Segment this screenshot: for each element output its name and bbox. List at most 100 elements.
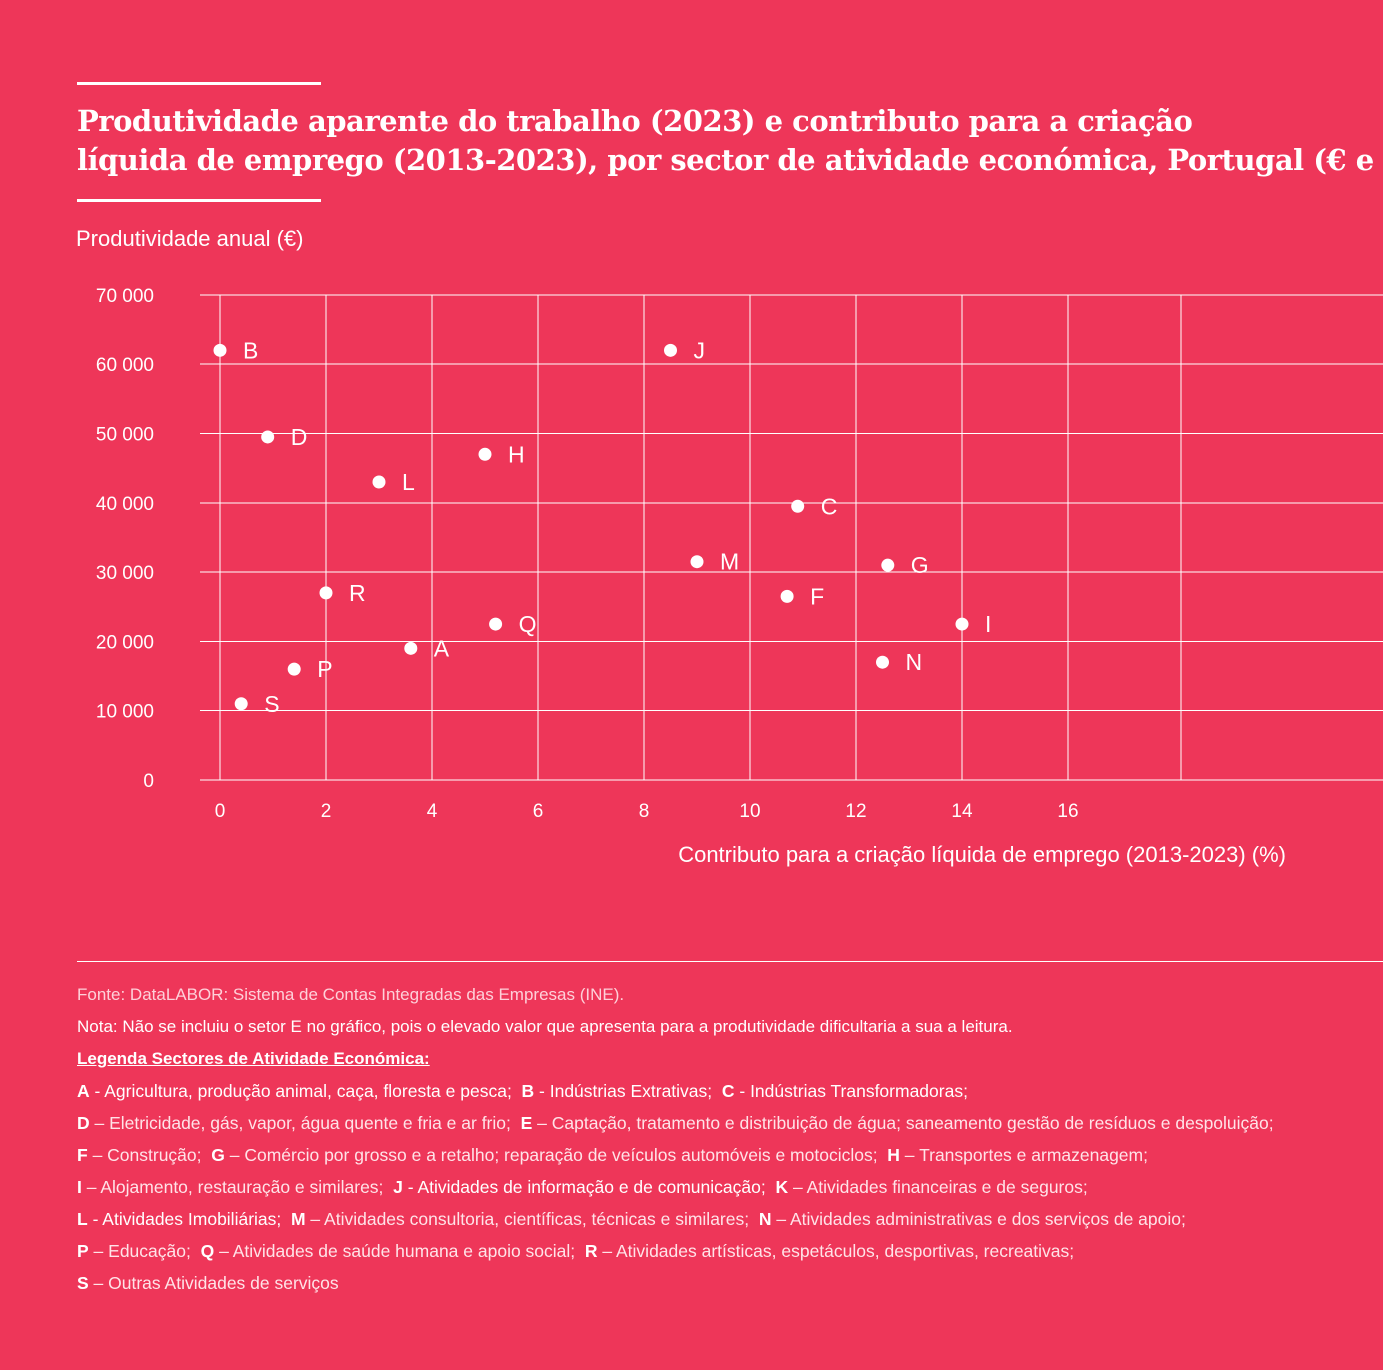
- footnote: Nota: Não se incluiu o setor E no gráfic…: [77, 1017, 1013, 1036]
- legend-description: - Atividades de informação e de comunica…: [402, 1177, 776, 1197]
- data-point: [780, 589, 794, 603]
- x-tick-label: 2: [321, 801, 332, 822]
- legend-description: – Atividades financeiras e de seguros;: [788, 1177, 1088, 1197]
- legend-code: A: [77, 1081, 90, 1101]
- legend-description: – Transportes e armazenagem;: [899, 1145, 1148, 1165]
- x-tick-label: 4: [427, 801, 438, 822]
- legend-line: P – Educação; Q – Atividades de saúde hu…: [77, 1241, 1074, 1262]
- legend-description: – Educação;: [88, 1241, 201, 1261]
- data-point-label: N: [906, 649, 923, 675]
- data-point: [881, 558, 895, 572]
- legend-code: G: [211, 1145, 225, 1165]
- legend-description: – Atividades artísticas, espetáculos, de…: [597, 1241, 1075, 1261]
- data-point: [478, 447, 492, 461]
- legend-description: - Agricultura, produção animal, caça, fl…: [89, 1081, 522, 1101]
- legend-description: – Alojamento, restauração e similares;: [81, 1177, 394, 1197]
- title-top-rule: [77, 82, 321, 85]
- data-points: A B C D F G H I J L M N P Q R S: [213, 337, 991, 717]
- title-bottom-rule: [77, 199, 321, 202]
- legend-code: B: [521, 1081, 535, 1101]
- legend-code: H: [887, 1145, 900, 1165]
- data-point-label: B: [243, 337, 258, 363]
- y-tick-label: 50 000: [96, 425, 154, 446]
- legend-line: L - Atividades Imobiliárias; M – Ativida…: [77, 1209, 1186, 1230]
- legend-description: – Eletricidade, gás, vapor, água quente …: [89, 1113, 521, 1133]
- data-point-label: P: [317, 656, 332, 682]
- y-tick-label: 30 000: [96, 563, 154, 584]
- data-point: [213, 343, 227, 357]
- legend-code: I: [77, 1177, 82, 1197]
- legend-code: S: [77, 1273, 89, 1293]
- legend-code: J: [393, 1177, 403, 1197]
- data-point: [955, 617, 969, 631]
- y-tick-label: 60 000: [96, 355, 154, 376]
- legend-code: Q: [200, 1241, 215, 1261]
- data-point-label: J: [694, 337, 706, 363]
- legend-description: – Captação, tratamento e distribuição de…: [532, 1113, 1274, 1133]
- chart-title-line-2: líquida de emprego (2013-2023), por sect…: [77, 143, 1383, 177]
- legend-description: – Construção;: [87, 1145, 212, 1165]
- x-tick-label: 14: [951, 801, 973, 822]
- data-point-label: R: [349, 580, 366, 606]
- x-tick-label: 10: [739, 801, 760, 822]
- data-point-label: D: [291, 424, 308, 450]
- legend-code: N: [758, 1209, 772, 1229]
- legend-line: I – Alojamento, restauração e similares;…: [77, 1177, 1088, 1198]
- x-tick-label: 0: [215, 801, 226, 822]
- legend-description: - Indústrias Extrativas;: [534, 1081, 722, 1101]
- y-tick-label: 10 000: [96, 702, 154, 723]
- legend-code: L: [77, 1209, 88, 1229]
- data-point: [404, 641, 418, 655]
- data-point: [664, 343, 677, 357]
- data-point-label: F: [810, 583, 824, 609]
- legend-description: - Atividades Imobiliárias;: [87, 1209, 291, 1229]
- data-point: [791, 499, 805, 513]
- data-point: [319, 586, 333, 600]
- legend-code: F: [77, 1145, 88, 1165]
- y-axis-ticks: 0 10 000 20 000 30 000 40 000 50 000 60 000 70 …: [96, 286, 154, 792]
- data-point-label: M: [720, 549, 739, 575]
- x-tick-label: 12: [845, 801, 866, 822]
- chart-title: Produtividade aparente do trabalho (2023…: [77, 102, 1383, 180]
- legend-title: Legenda Sectores de Atividade Económica:: [77, 1049, 430, 1068]
- data-point: [690, 555, 704, 569]
- legend-code: E: [520, 1113, 533, 1133]
- legend-code: C: [721, 1081, 735, 1101]
- data-point: [876, 655, 889, 669]
- data-point: [287, 662, 301, 676]
- chart-title-line-1: Produtividade aparente do trabalho (2023…: [77, 104, 1193, 138]
- data-point-label: C: [821, 493, 838, 519]
- data-point-label: A: [434, 635, 450, 661]
- legend-description: – Comércio por grosso e a retalho; repar…: [224, 1145, 888, 1165]
- legend-line: A - Agricultura, produção animal, caça, …: [77, 1081, 968, 1102]
- legend-code: K: [775, 1177, 789, 1197]
- legend-code: R: [584, 1241, 598, 1261]
- source-note: Fonte: DataLABOR: Sistema de Contas Inte…: [77, 985, 625, 1004]
- legend-description: – Atividades administrativas e dos servi…: [771, 1209, 1186, 1229]
- legend-line: F – Construção; G – Comércio por grosso …: [77, 1145, 1148, 1166]
- legend-description: - Indústrias Transformadoras;: [734, 1081, 968, 1101]
- legend-line: D – Eletricidade, gás, vapor, água quent…: [77, 1113, 1274, 1134]
- footer-divider: [77, 961, 1383, 962]
- legend-line: S – Outras Atividades de serviços: [77, 1273, 339, 1294]
- data-point: [489, 617, 503, 631]
- y-axis-label: Produtividade anual (€): [76, 226, 304, 251]
- x-tick-label: 8: [639, 801, 650, 822]
- legend-code: P: [77, 1241, 89, 1261]
- scatter-chart: 0 10 000 20 000 30 000 40 000 50 000 60 000 70 …: [96, 286, 1383, 822]
- data-point-label: G: [911, 552, 929, 578]
- data-point-label: Q: [519, 611, 537, 637]
- data-point-label: L: [402, 469, 415, 495]
- legend-code: M: [290, 1209, 306, 1229]
- x-tick-label: 6: [533, 801, 544, 822]
- x-tick-label: 16: [1057, 801, 1078, 822]
- x-axis-ticks: 0 2 4 6 8 10 12 14 16: [215, 801, 1079, 822]
- y-tick-label: 20 000: [96, 632, 154, 653]
- legend-code: D: [77, 1113, 90, 1133]
- x-axis-label: Contributo para a criação líquida de emp…: [678, 842, 1286, 867]
- data-point-label: S: [264, 691, 279, 717]
- data-point-label: H: [508, 441, 525, 467]
- data-point: [261, 430, 275, 444]
- data-point: [234, 697, 248, 711]
- data-point: [372, 475, 386, 489]
